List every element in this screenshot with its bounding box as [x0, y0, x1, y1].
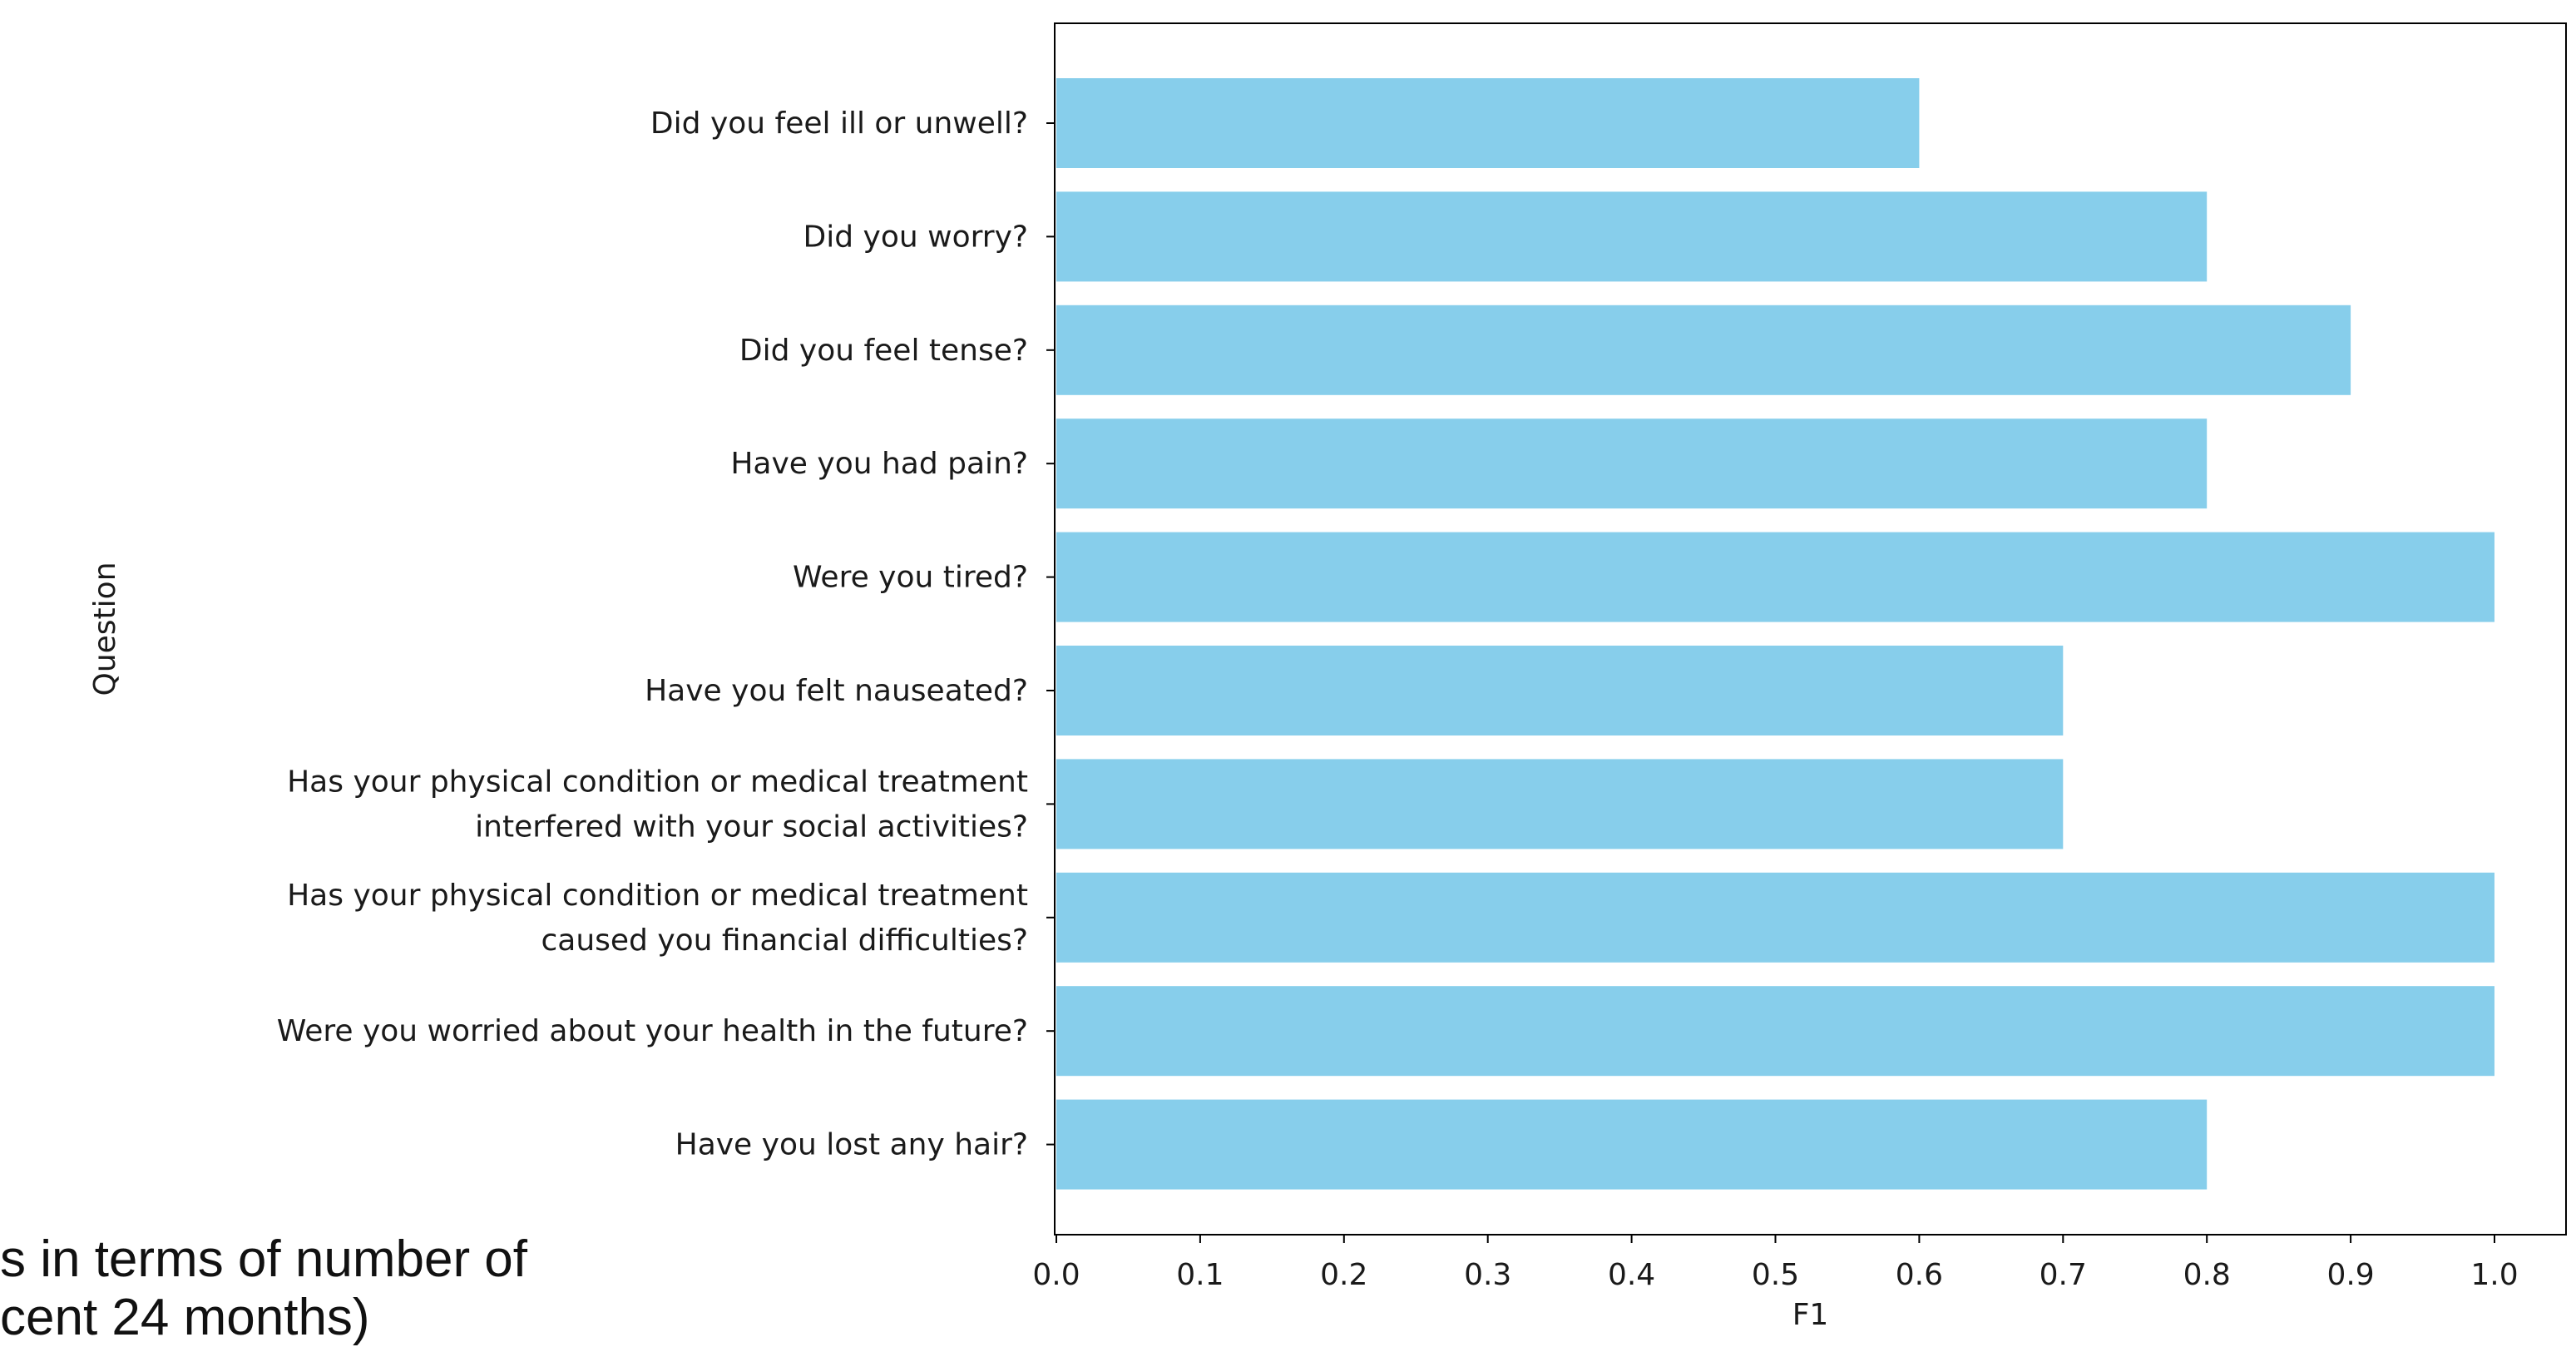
x-tick-label: 0.4 [1608, 1258, 1655, 1292]
y-tick-label: interfered with your social activities? [475, 810, 1028, 844]
x-tick-label: 1.0 [2470, 1258, 2518, 1292]
bar [1056, 872, 2494, 963]
bars-group [1056, 78, 2494, 1190]
bar [1056, 532, 2494, 622]
y-tick-label: Did you feel ill or unwell? [650, 106, 1028, 141]
bar [1056, 418, 2208, 509]
x-tick-label: 0.3 [1464, 1258, 1511, 1292]
slide-text-line-2: cent 24 months) [0, 1289, 370, 1346]
y-axis-label: Question [88, 562, 122, 696]
x-tick-label: 0.5 [1752, 1258, 1799, 1292]
x-tick-label: 0.0 [1032, 1258, 1080, 1292]
x-axis: 0.0 0.1 0.2 0.3 0.4 0.5 0.6 0.7 0.8 0.9 1.0 [1032, 1235, 2519, 1292]
y-tick-labels: Did you feel ill or unwell? Did you worry… [277, 106, 1055, 1162]
slide-text-line-1: s in terms of number of [0, 1231, 528, 1288]
y-tick-label: Has your physical condition or medical t… [287, 879, 1028, 913]
x-tick-label: 0.1 [1176, 1258, 1224, 1292]
y-tick-label: Have you felt nauseated? [645, 674, 1028, 708]
bar [1056, 1099, 2208, 1190]
x-tick-label: 0.7 [2040, 1258, 2087, 1292]
plot-frame [1054, 22, 2567, 1236]
x-tick-label: 0.6 [1896, 1258, 1943, 1292]
y-tick-label: Has your physical condition or medical t… [287, 765, 1028, 799]
bar [1056, 646, 2064, 735]
y-tick-label: Did you feel tense? [739, 334, 1028, 368]
x-tick-label: 0.2 [1320, 1258, 1367, 1292]
bar [1056, 78, 1920, 168]
x-tick-label: 0.8 [2183, 1258, 2231, 1292]
y-tick-label: Were you worried about your health in th… [277, 1014, 1028, 1048]
bar [1056, 191, 2208, 282]
x-axis-label: F1 [1792, 1298, 1829, 1330]
y-tick-label: Have you lost any hair? [675, 1128, 1028, 1162]
x-tick-label: 0.9 [2326, 1258, 2374, 1292]
y-tick-label: Did you worry? [803, 220, 1028, 254]
y-tick-label: Have you had pain? [730, 447, 1028, 481]
y-tick-label: caused you financial difficulties? [541, 924, 1028, 958]
y-tick-label: Were you tired? [793, 561, 1028, 595]
bar [1056, 305, 2351, 395]
bar [1056, 759, 2064, 849]
bar [1056, 986, 2494, 1077]
